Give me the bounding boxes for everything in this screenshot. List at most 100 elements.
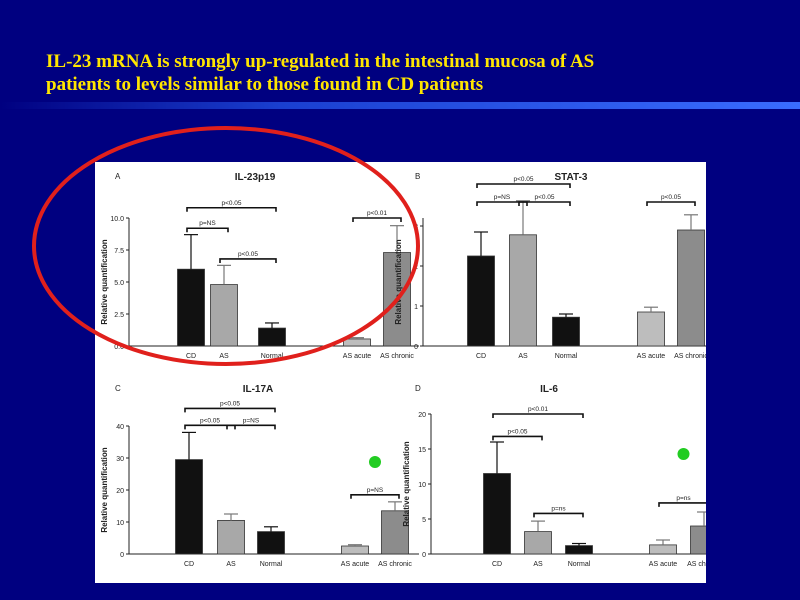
bar-as <box>524 531 552 555</box>
significance-bracket <box>186 227 229 233</box>
x-tick-label: AS acute <box>343 353 372 360</box>
significance-label: p=NS <box>243 417 260 424</box>
significance-bracket <box>226 424 276 430</box>
y-tick-label: 2.5 <box>114 312 124 319</box>
panel-title: IL-17A <box>243 384 274 395</box>
y-tick-label: 10 <box>418 482 426 489</box>
x-tick-label: CD <box>476 353 486 360</box>
y-tick-label: 5.0 <box>114 280 124 287</box>
y-tick-label: 0.0 <box>114 344 124 351</box>
significance-label: p<0.05 <box>221 200 241 207</box>
y-tick-label: 30 <box>116 456 124 463</box>
significance-label: p<0.05 <box>513 176 533 183</box>
significance-bracket <box>658 502 706 507</box>
y-axis-label: Relative quantification <box>402 441 411 526</box>
bar-as-acute <box>649 544 677 555</box>
bar-as-acute <box>341 545 369 555</box>
significance-bracket <box>219 258 277 263</box>
chart-panel-c: C IL-17A 0 10 20 30 40 Relative quantification C… <box>100 384 419 568</box>
y-tick-label: 15 <box>418 447 426 454</box>
panel-letter: C <box>115 384 121 393</box>
panel-letter: B <box>415 172 420 181</box>
significance-bracket <box>492 413 584 418</box>
panel-title: IL-6 <box>540 384 558 395</box>
x-tick-label: Normal <box>260 561 283 568</box>
significance-bracket <box>476 183 571 188</box>
significance-bracket <box>184 424 236 430</box>
bar-normal <box>258 327 286 347</box>
bar-cd <box>175 459 203 555</box>
chart-panel-d: D IL-6 0 5 10 15 20 Relative quantification CD AS… <box>402 384 706 568</box>
bar-as-chronic <box>690 525 706 555</box>
significance-bracket <box>518 201 571 206</box>
x-tick-label: AS acute <box>637 353 666 360</box>
significance-bracket <box>184 407 276 413</box>
bar-cd <box>177 268 205 347</box>
significance-label: p<0.05 <box>220 400 240 407</box>
significance-label: p=NS <box>199 220 216 227</box>
bar-as-chronic <box>677 229 705 347</box>
significance-bracket <box>646 201 696 206</box>
significance-label: p=NS <box>367 487 384 494</box>
significance-bracket <box>352 217 402 222</box>
significance-label: p<0.05 <box>507 428 527 435</box>
x-tick-label: AS <box>533 561 543 568</box>
significance-label: p=ns <box>551 505 566 512</box>
bar-as <box>509 234 537 347</box>
significance-label: p<0.05 <box>534 194 554 201</box>
panel-title: IL-23p19 <box>235 172 276 183</box>
y-tick-label: 20 <box>116 488 124 495</box>
significance-label: p<0.01 <box>528 406 548 413</box>
x-tick-label: Normal <box>555 353 578 360</box>
panel-title: STAT-3 <box>555 172 588 183</box>
y-tick-label: 0 <box>120 552 124 559</box>
y-axis-label: Relative quantification <box>394 239 403 324</box>
x-tick-label: AS chronic <box>378 561 412 568</box>
slide-title-line-2: patients to levels similar to those foun… <box>46 74 484 95</box>
green-marker-dot <box>677 448 690 460</box>
figure-panel: A IL-23p19 0.0 2.5 5.0 7.5 10.0 Relative quanti… <box>95 162 706 583</box>
bar-as-chronic <box>381 510 409 555</box>
bar-as <box>210 284 238 347</box>
y-tick-label: 7.5 <box>114 248 124 255</box>
x-tick-label: CD <box>184 561 194 568</box>
bar-cd <box>467 255 495 347</box>
y-tick-label: 0 <box>414 344 418 351</box>
significance-bracket <box>350 494 400 499</box>
y-tick-label: 20 <box>418 412 426 419</box>
y-tick-label: 3 <box>414 224 418 231</box>
significance-bracket <box>186 206 277 212</box>
x-tick-label: AS acute <box>649 561 678 568</box>
panel-letter: D <box>415 384 421 393</box>
y-axis-label: Relative quantification <box>100 447 109 532</box>
significance-label: p<0.05 <box>661 194 681 201</box>
x-tick-label: AS chronic <box>380 353 414 360</box>
x-tick-label: AS <box>226 561 236 568</box>
y-tick-label: 5 <box>422 517 426 524</box>
bar-chart-figure: A IL-23p19 0.0 2.5 5.0 7.5 10.0 Relative quanti… <box>100 172 706 568</box>
bar-normal <box>257 531 285 555</box>
y-tick-label: 10.0 <box>110 216 124 223</box>
bar-as <box>217 519 245 555</box>
bar-normal <box>565 545 593 555</box>
chart-panel-b: B STAT-3 0 1 2 3 Relative quantification CD AS No… <box>394 172 706 360</box>
bar-cd <box>483 473 511 555</box>
bar-as-acute <box>637 311 665 347</box>
x-tick-label: CD <box>186 353 196 360</box>
x-tick-label: AS acute <box>341 561 370 568</box>
significance-label: p<0.01 <box>367 210 387 217</box>
title-divider <box>0 102 800 109</box>
significance-label: p<0.05 <box>238 251 258 258</box>
y-tick-label: 2 <box>414 264 418 271</box>
x-tick-label: Normal <box>261 353 284 360</box>
chart-panel-a: A IL-23p19 0.0 2.5 5.0 7.5 10.0 Relative quanti… <box>100 172 419 360</box>
significance-label: p<0.05 <box>200 417 220 424</box>
significance-label: p=ns <box>676 495 691 502</box>
significance-bracket <box>492 435 543 441</box>
significance-bracket <box>533 512 584 518</box>
x-tick-label: AS chronic <box>687 561 706 568</box>
y-tick-label: 10 <box>116 520 124 527</box>
bar-as-acute <box>343 338 371 347</box>
green-marker-dot <box>369 456 381 468</box>
panel-letter: A <box>115 172 121 181</box>
